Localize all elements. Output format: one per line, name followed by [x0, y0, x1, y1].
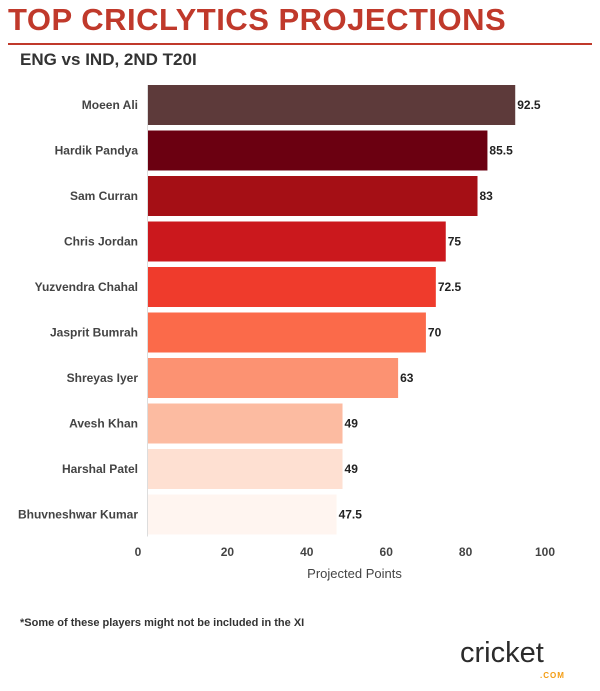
bar-sam-curran	[148, 176, 478, 216]
value-label: 92.5	[517, 98, 541, 112]
bar-jasprit-bumrah	[148, 312, 426, 353]
value-label: 49	[345, 417, 359, 431]
x-axis-title: Projected Points	[307, 566, 402, 581]
value-label: 47.5	[339, 508, 363, 522]
x-tick-label: 40	[300, 545, 314, 559]
value-labels: 92.5 85.5 83 75 72.5 70 63 49 49 47.5	[339, 98, 541, 522]
category-label: Avesh Khan	[69, 417, 138, 431]
bar-hardik-pandya	[148, 130, 488, 171]
bar-harshal-patel	[148, 449, 343, 489]
footnote: *Some of these players might not be incl…	[20, 617, 305, 629]
category-label: Chris Jordan	[64, 235, 138, 249]
bar-chart: Moeen Ali Hardik Pandya Sam Curran Chris Jo…	[18, 85, 556, 581]
bar-yuzvendra-chahal	[148, 267, 436, 307]
value-label: 63	[400, 371, 414, 385]
x-tick-label: 100	[535, 545, 555, 559]
value-label: 49	[345, 462, 359, 476]
x-tick-label: 0	[135, 545, 142, 559]
x-axis-ticks: 0 20 40 60 80 100	[135, 545, 556, 559]
value-label: 83	[480, 189, 494, 203]
x-tick-label: 20	[221, 545, 235, 559]
category-label: Jasprit Bumrah	[50, 326, 138, 340]
bar-avesh-khan	[148, 403, 343, 444]
x-tick-label: 60	[380, 545, 394, 559]
bar-bhuvneshwar-kumar	[148, 494, 337, 535]
bars-layer	[148, 85, 516, 535]
logo-suffix: .COM	[540, 671, 565, 680]
category-label: Moeen Ali	[82, 98, 138, 112]
chart-subtitle: ENG vs IND, 2ND T20I	[20, 50, 197, 69]
bar-moeen-ali	[148, 85, 516, 125]
value-label: 85.5	[489, 144, 513, 158]
bar-chris-jordan	[148, 221, 446, 262]
category-label: Bhuvneshwar Kumar	[18, 508, 138, 522]
x-tick-label: 80	[459, 545, 473, 559]
bar-shreyas-iyer	[148, 358, 399, 398]
category-label: Yuzvendra Chahal	[35, 280, 138, 294]
category-labels: Moeen Ali Hardik Pandya Sam Curran Chris Jo…	[18, 98, 138, 522]
category-label: Shreyas Iyer	[67, 371, 139, 385]
logo-wordmark: cricket	[460, 637, 544, 669]
title-divider	[8, 43, 592, 45]
value-label: 70	[428, 326, 442, 340]
value-label: 75	[448, 235, 462, 249]
category-label: Hardik Pandya	[55, 144, 139, 158]
chart-title: TOP CRICLYTICS PROJECTIONS	[8, 2, 507, 37]
value-label: 72.5	[438, 280, 462, 294]
cricket-com-logo: cricket .COM	[460, 637, 580, 681]
category-label: Sam Curran	[70, 189, 138, 203]
category-label: Harshal Patel	[62, 462, 138, 476]
